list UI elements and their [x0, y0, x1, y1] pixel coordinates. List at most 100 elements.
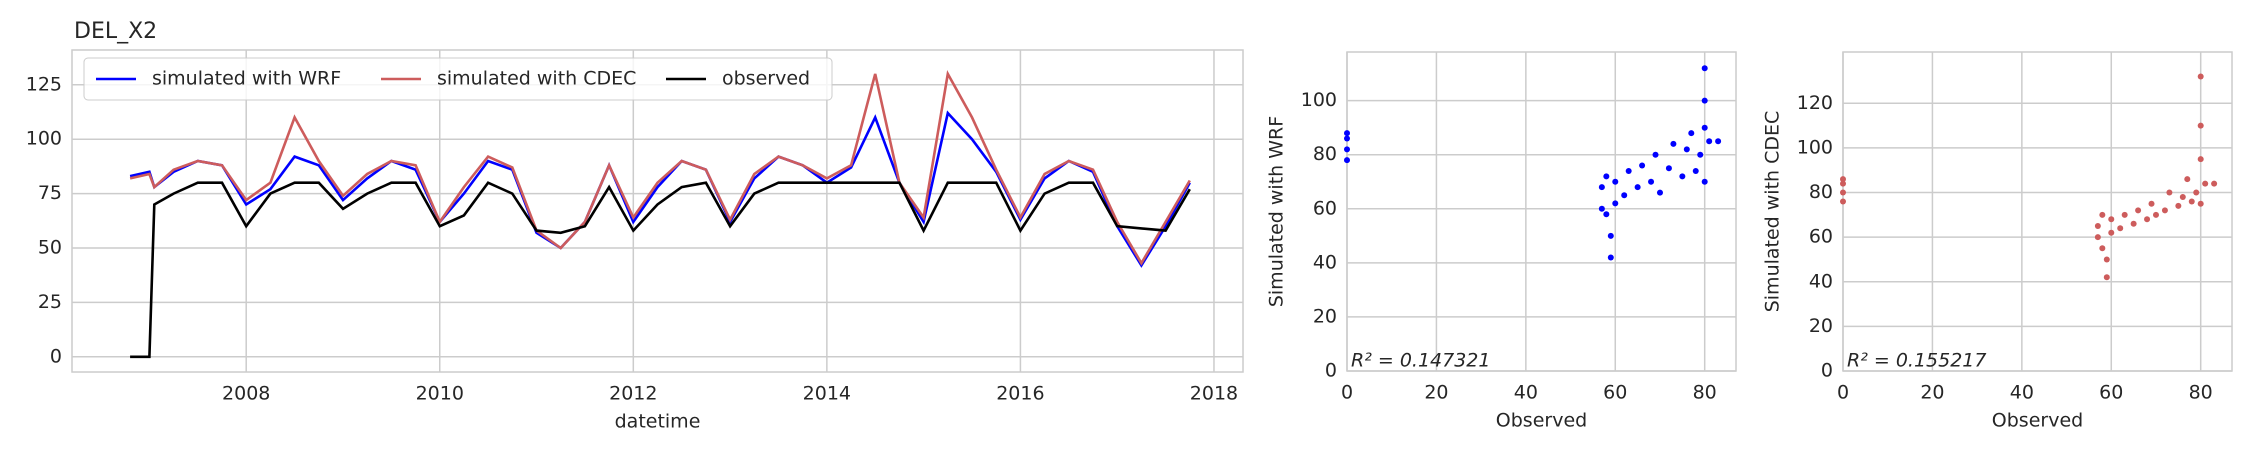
scatter-point	[1603, 211, 1610, 218]
scatter-point	[2108, 216, 2115, 223]
x-tick-label: 2010	[416, 383, 464, 405]
scatter-point	[1612, 200, 1619, 207]
x-axis-label: datetime	[615, 411, 701, 433]
annotation: R² = 0.155217	[1847, 350, 1986, 372]
y-tick-label: 40	[1313, 251, 1337, 273]
x-tick-label: 0	[1341, 382, 1353, 404]
y-tick-label: 0	[1821, 360, 1833, 382]
scatter-point	[1701, 178, 1708, 185]
legend-label: simulated with CDEC	[437, 68, 636, 90]
scatter-point	[2094, 234, 2101, 241]
series-line	[130, 181, 1191, 359]
scatter-point	[1607, 254, 1614, 261]
scatter-point	[1683, 146, 1690, 153]
scatter-point	[2148, 200, 2155, 207]
scatter-point	[1715, 138, 1722, 145]
scatter-point	[2117, 225, 2124, 232]
x-tick-label: 20	[1920, 382, 1944, 404]
legend-label: simulated with WRF	[152, 68, 341, 90]
scatter-point	[2166, 189, 2173, 196]
y-tick-label: 120	[1797, 92, 1833, 114]
legend: simulated with WRF simulated with CDEC obs…	[83, 57, 833, 101]
scatter-point	[2121, 211, 2128, 218]
y-tick-label: 50	[38, 236, 62, 258]
scatter-point	[1665, 165, 1672, 172]
y-tick-label: 0	[1325, 360, 1337, 382]
scatter-point	[1344, 130, 1350, 137]
scatter-point	[1607, 232, 1614, 239]
y-tick-label: 80	[1313, 143, 1337, 165]
annotation: R² = 0.147321	[1351, 350, 1490, 372]
scatter-point	[1344, 157, 1350, 164]
scatter-point	[1692, 167, 1699, 174]
scatter-point	[1840, 180, 1846, 187]
scatter-point	[2161, 207, 2168, 214]
scatter-point	[1701, 65, 1708, 72]
x-tick-label: 80	[2189, 382, 2213, 404]
y-tick-label: 40	[1809, 270, 1833, 292]
scatter-point	[2202, 180, 2209, 187]
x-tick-label: 0	[1837, 382, 1849, 404]
y-axis-label: Simulated with WRF	[1266, 116, 1288, 307]
x-tick-label: 60	[2099, 382, 2123, 404]
legend-box	[83, 57, 833, 101]
scatter-point	[2135, 207, 2142, 214]
x-tick-label: 2016	[996, 383, 1044, 405]
scatter-point	[1344, 135, 1350, 142]
scatter-point	[1688, 130, 1695, 137]
y-tick-label: 60	[1313, 197, 1337, 219]
scatter-point	[2099, 245, 2106, 252]
scatter-point	[1706, 138, 1713, 145]
x-tick-label: 20	[1424, 382, 1448, 404]
scatter-point	[2144, 216, 2151, 223]
scatter-point	[2197, 73, 2204, 80]
scatter-point	[1598, 205, 1605, 212]
x-tick-label: 2018	[1190, 383, 1238, 405]
scatter-point	[1670, 140, 1677, 147]
y-tick-label: 25	[38, 291, 62, 313]
scatter-point	[1652, 151, 1659, 158]
y-tick-label: 100	[26, 128, 62, 150]
y-tick-label: 100	[1797, 136, 1833, 158]
x-tick-label: 2008	[222, 383, 270, 405]
y-tick-label: 0	[50, 345, 62, 367]
y-axis-label: Simulated with CDEC	[1762, 111, 1784, 313]
x-tick-label: 80	[1693, 382, 1717, 404]
y-tick-label: 80	[1809, 181, 1833, 203]
y-tick-label: 75	[38, 182, 62, 204]
y-tick-label: 20	[1313, 305, 1337, 327]
scatter-point	[2175, 202, 2182, 209]
x-tick-label: 40	[2010, 382, 2034, 404]
y-tick-label: 60	[1809, 226, 1833, 248]
x-tick-label: 60	[1603, 382, 1627, 404]
scatter-point	[1625, 167, 1632, 174]
x-tick-label: 40	[1514, 382, 1538, 404]
scatter-point	[2197, 122, 2204, 129]
scatter-point	[2197, 200, 2204, 207]
scatter-point	[1598, 184, 1605, 191]
scatter-point	[1701, 124, 1708, 131]
x-tick-label: 2012	[609, 383, 657, 405]
scatter-point	[1656, 189, 1663, 196]
scatter-point	[1639, 162, 1646, 169]
scatter-point	[2193, 189, 2200, 196]
scatter-point	[2197, 156, 2204, 163]
y-tick-label: 20	[1809, 315, 1833, 337]
scatter-point	[2099, 211, 2106, 218]
plot-area	[1842, 51, 2233, 372]
legend-label: observed	[722, 68, 810, 90]
scatter-point	[2103, 274, 2110, 281]
scatter-point	[1634, 184, 1641, 191]
x-tick-label: 2014	[803, 383, 851, 405]
scatter-point	[1697, 151, 1704, 158]
scatter-point	[1621, 192, 1628, 199]
scatter-point	[1344, 146, 1350, 153]
scatter-point	[2108, 229, 2115, 236]
scatter-point	[2184, 176, 2191, 183]
chart-title: DEL_X2	[74, 19, 157, 44]
x-axis-label: Observed	[1496, 410, 1587, 432]
x-axis-label: Observed	[1992, 410, 2083, 432]
plot-area	[1346, 51, 1737, 372]
scatter-point	[2103, 256, 2110, 263]
